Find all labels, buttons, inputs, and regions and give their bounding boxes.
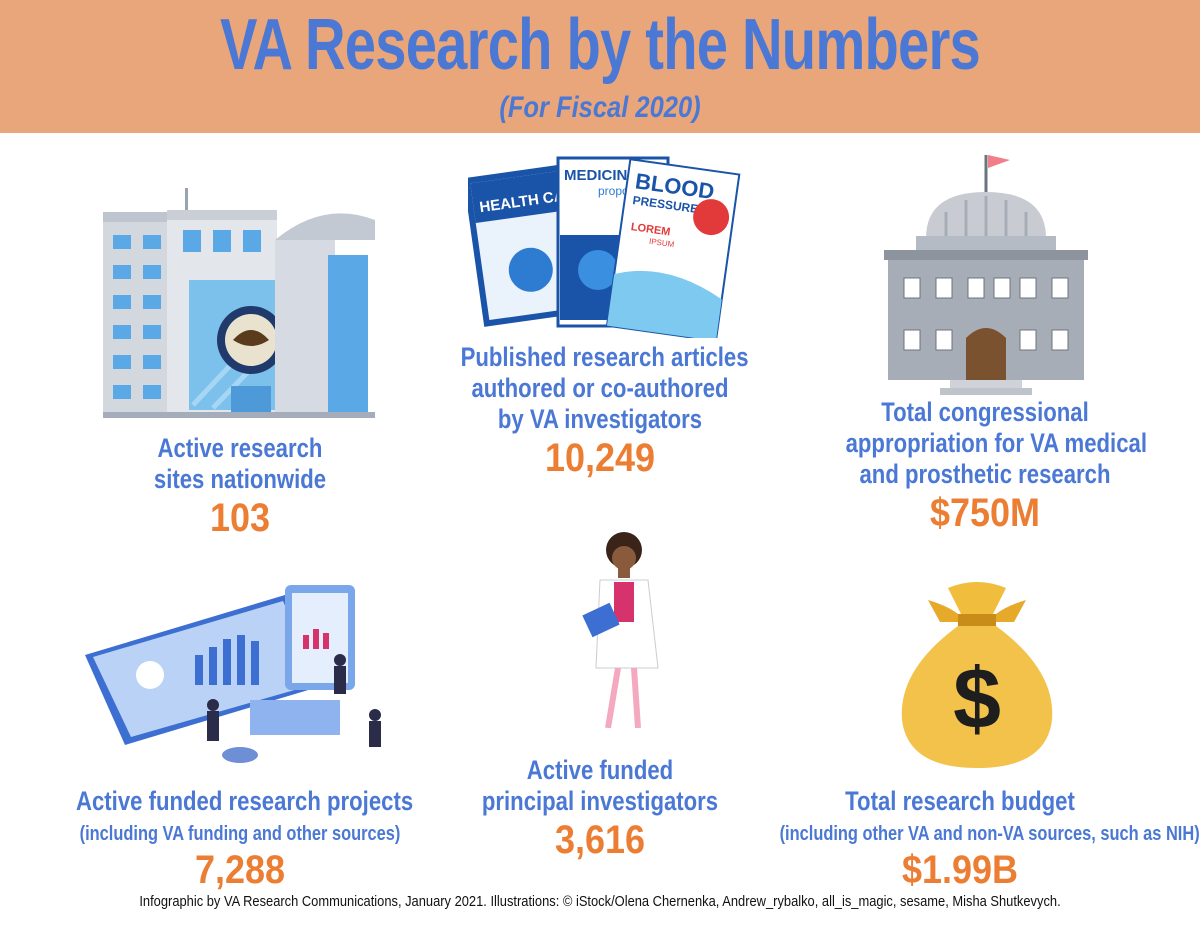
journals-icon: HEALTH CARE MEDICINE propo BLOOD PRESSUR… xyxy=(468,156,741,338)
stat-projects-label-1: Active funded research projects xyxy=(76,786,414,816)
stat-budget: Total research budget (including other V… xyxy=(740,786,1200,893)
stat-sites-value: 103 xyxy=(209,496,271,540)
footer-credit: Infographic by VA Research Communication… xyxy=(139,893,1061,910)
stat-projects-note: (including VA funding and other sources) xyxy=(79,823,401,845)
building-icon xyxy=(103,188,375,418)
doctor-icon xyxy=(582,532,659,738)
stat-articles-label-2: authored or co-authored xyxy=(471,373,729,403)
stat-articles-value: 10,249 xyxy=(544,436,656,480)
stat-sites-label-1: Active research xyxy=(157,433,323,463)
stat-investigators-value: 3,616 xyxy=(554,818,646,862)
page-subtitle: (For Fiscal 2020) xyxy=(499,91,701,124)
stat-appropriation-label-2: appropriation for VA medical xyxy=(845,428,1147,458)
stat-projects-value: 7,288 xyxy=(194,848,286,892)
stat-articles-label-1: Published research articles xyxy=(460,342,749,372)
journal-text-propo: propo xyxy=(598,184,629,198)
capitol-building-icon xyxy=(884,155,1088,395)
stat-articles: Published research articles authored or … xyxy=(430,342,770,481)
stat-budget-note: (including other VA and non-VA sources, … xyxy=(779,823,1200,845)
dashboard-team-icon xyxy=(85,585,381,763)
money-bag-icon: $ xyxy=(901,582,1053,768)
stat-appropriation-value: $750M xyxy=(929,491,1041,535)
dollar-sign: $ xyxy=(953,651,1001,747)
stat-articles-label-3: by VA investigators xyxy=(497,404,703,434)
stat-projects: Active funded research projects (includi… xyxy=(40,786,440,893)
page-title: VA Research by the Numbers xyxy=(220,5,981,85)
stat-budget-value: $1.99B xyxy=(901,848,1019,892)
stat-sites-label-2: sites nationwide xyxy=(153,464,327,494)
header-banner xyxy=(0,0,1200,133)
journal-text-ipsum: IPSUM xyxy=(649,237,676,249)
stat-investigators: Active funded principal investigators 3,… xyxy=(440,755,760,863)
journal-text-lorem: LOREM xyxy=(630,221,671,238)
stat-sites: Active research sites nationwide 103 xyxy=(80,433,400,541)
journal-text-medicine: MEDICINE xyxy=(564,167,637,184)
stat-investigators-label-2: principal investigators xyxy=(481,786,719,816)
stat-appropriation-label-1: Total congressional xyxy=(881,397,1089,427)
stat-budget-label-1: Total research budget xyxy=(845,786,1075,816)
stat-appropriation: Total congressional appropriation for VA… xyxy=(815,397,1155,536)
stat-investigators-label-1: Active funded xyxy=(526,755,674,785)
stat-appropriation-label-3: and prosthetic research xyxy=(859,459,1111,489)
